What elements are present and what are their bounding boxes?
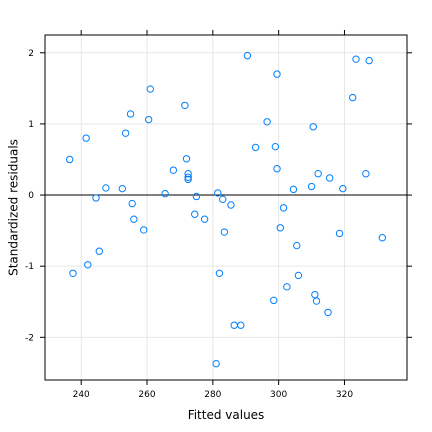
data-point [279, 204, 288, 212]
data-point [314, 170, 322, 178]
data-point [227, 201, 235, 209]
data-points [65, 51, 387, 368]
data-point [69, 269, 77, 277]
data-point [146, 85, 155, 93]
data-point [215, 269, 224, 277]
data-point [182, 155, 191, 163]
data-point [273, 70, 281, 78]
data-point [191, 210, 199, 218]
y-tick-label: -1 [25, 262, 34, 272]
data-point [349, 93, 357, 102]
data-point [161, 189, 169, 198]
axis-ticks: 240 260 280 300 320 -2 -1 0 1 2 [25, 30, 412, 400]
data-point [309, 123, 317, 131]
data-point [184, 173, 192, 181]
y-tick-label: -2 [25, 333, 34, 343]
data-point [273, 165, 281, 173]
x-axis-title: Fitted values [188, 408, 265, 422]
data-point [378, 234, 387, 242]
x-tick-label: 300 [270, 390, 287, 400]
y-tick-label: 1 [28, 120, 34, 130]
data-point [362, 170, 370, 178]
data-point [121, 129, 130, 137]
data-point [140, 226, 148, 234]
data-point [283, 283, 291, 291]
data-point [214, 189, 222, 197]
data-point [220, 228, 229, 236]
data-point [181, 101, 189, 110]
grid-lines [45, 35, 407, 380]
y-tick-label: 0 [28, 191, 34, 201]
data-point [200, 215, 209, 223]
data-point [82, 134, 90, 142]
data-point [184, 175, 192, 184]
data-point [102, 184, 110, 192]
data-point [128, 199, 136, 208]
data-point [293, 241, 301, 250]
data-point [212, 359, 220, 368]
data-point [251, 143, 260, 152]
data-point [230, 321, 238, 329]
data-point [311, 290, 319, 299]
data-point [184, 170, 192, 178]
data-point [325, 174, 334, 182]
data-point [352, 55, 360, 63]
data-point [294, 271, 303, 280]
data-point [365, 56, 373, 65]
x-tick-label: 280 [204, 390, 221, 400]
data-point [144, 115, 153, 124]
data-point [169, 166, 178, 174]
data-point [276, 224, 284, 232]
data-point [324, 308, 332, 317]
data-point [130, 215, 138, 223]
data-point [339, 184, 347, 193]
data-point [65, 155, 74, 164]
data-point [263, 118, 271, 126]
data-point [243, 51, 252, 60]
data-point [192, 192, 201, 201]
data-point [289, 185, 298, 194]
y-tick-label: 2 [28, 49, 34, 59]
y-axis-title: Standardized residuals [7, 139, 21, 276]
data-point [126, 110, 135, 118]
x-tick-label: 260 [138, 390, 155, 400]
x-tick-label: 240 [73, 390, 90, 400]
data-point [271, 142, 280, 151]
x-tick-label: 320 [336, 390, 353, 400]
data-point [92, 194, 100, 202]
data-point [335, 229, 344, 238]
data-point [237, 321, 245, 329]
data-point [219, 195, 227, 204]
data-point [312, 297, 321, 305]
plot-frame [44, 34, 408, 381]
data-point [307, 182, 316, 191]
data-point [95, 247, 104, 255]
data-point [84, 261, 92, 269]
data-point [270, 296, 278, 305]
data-point [118, 184, 127, 193]
